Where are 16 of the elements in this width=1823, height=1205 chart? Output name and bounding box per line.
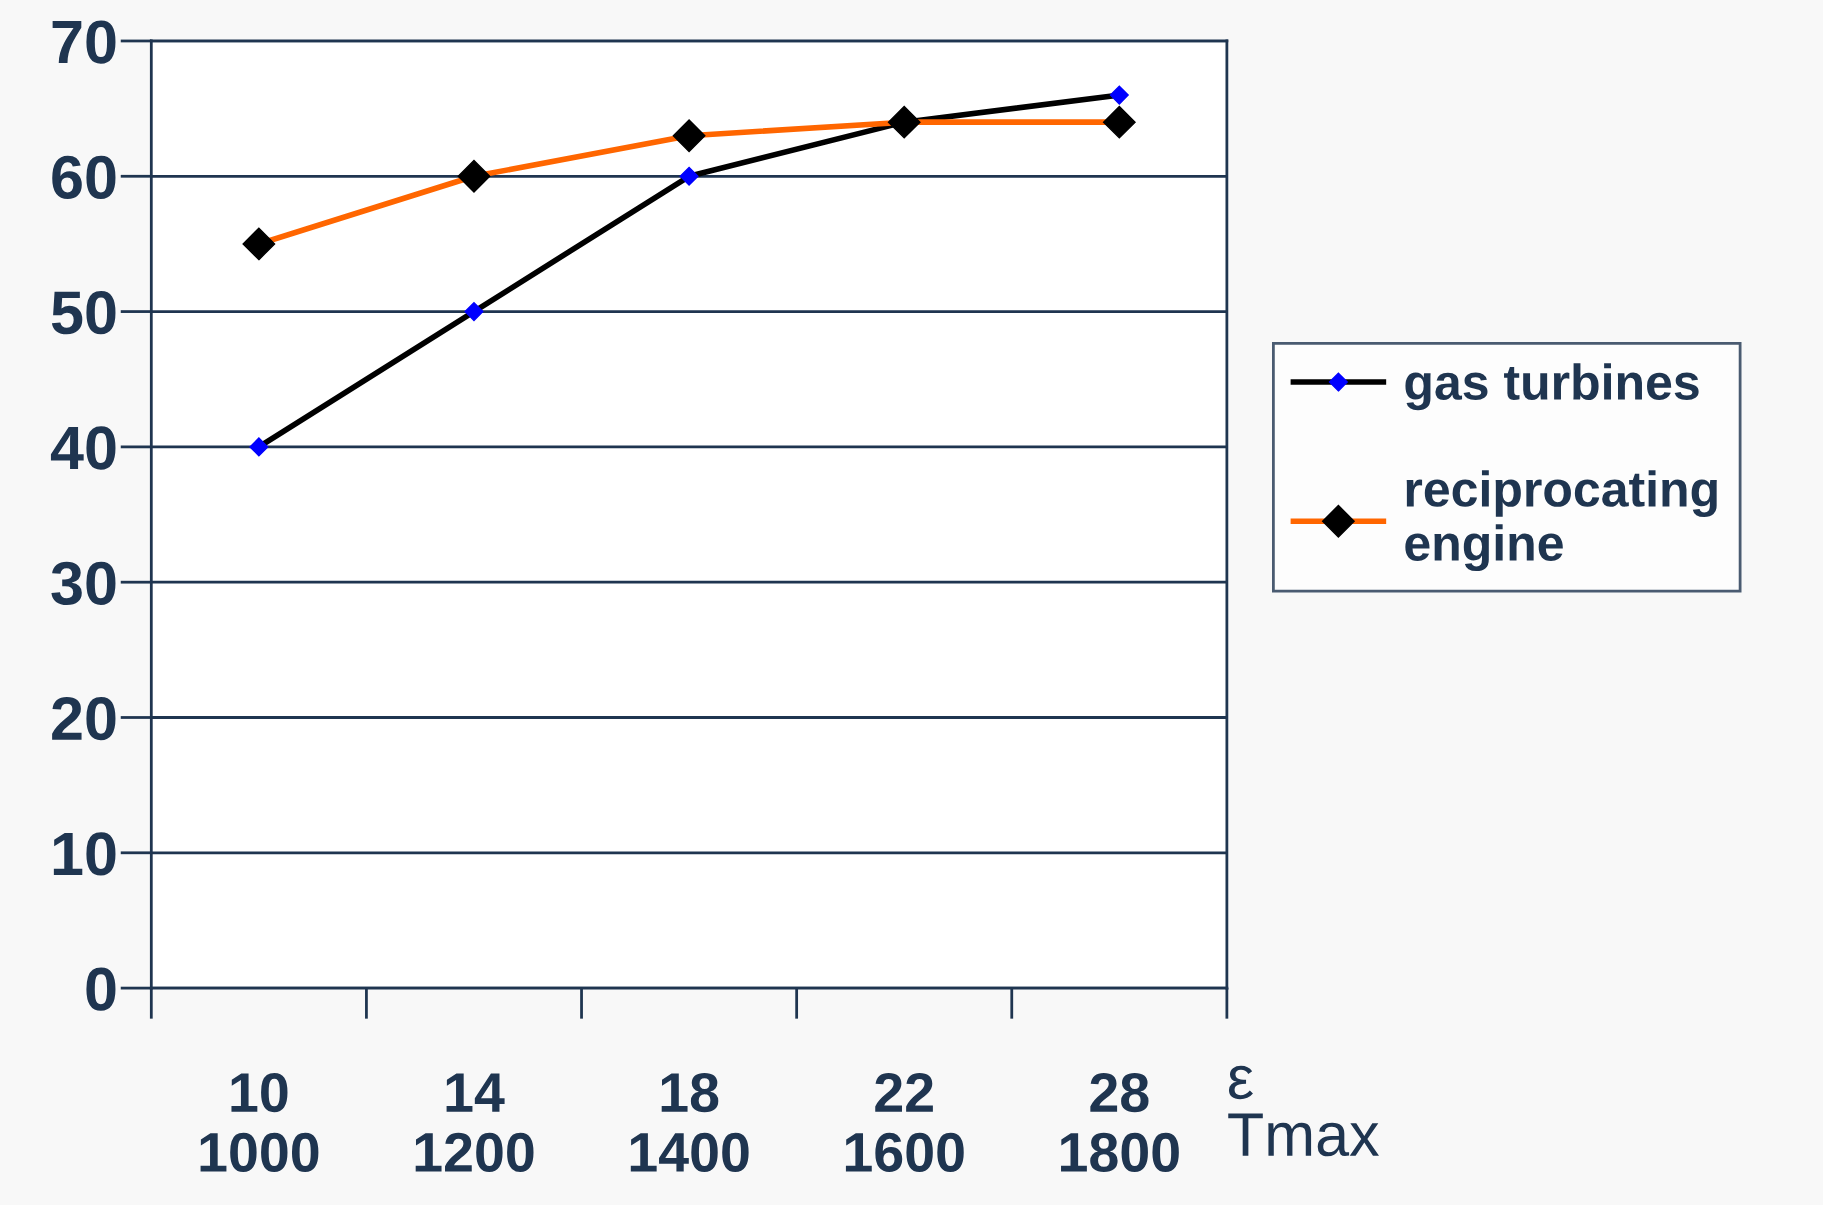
y-tick-label: 0 xyxy=(86,967,116,1011)
x-axis-title: ε Tmax xyxy=(1228,1065,1379,1157)
y-tick-label: 10 xyxy=(53,832,116,876)
x-tick-label: 28 1800 xyxy=(1061,1072,1179,1173)
y-tick-label: 20 xyxy=(52,696,116,741)
y-tick-label: 50 xyxy=(51,291,116,335)
y-tick-label: 30 xyxy=(51,561,116,606)
y-tick-label: 60 xyxy=(52,155,116,200)
x-tick-label: 10 1000 xyxy=(200,1072,319,1173)
y-tick-label: 70 xyxy=(52,20,116,64)
legend-label: reciprocating engine xyxy=(1405,470,1717,572)
legend-label: gas turbines xyxy=(1405,363,1699,411)
x-tick-label: 14 1200 xyxy=(415,1073,534,1173)
x-tick-label: 18 1400 xyxy=(630,1072,749,1173)
x-tick-label: 22 1600 xyxy=(845,1072,964,1173)
y-tick-label: 40 xyxy=(50,426,116,470)
